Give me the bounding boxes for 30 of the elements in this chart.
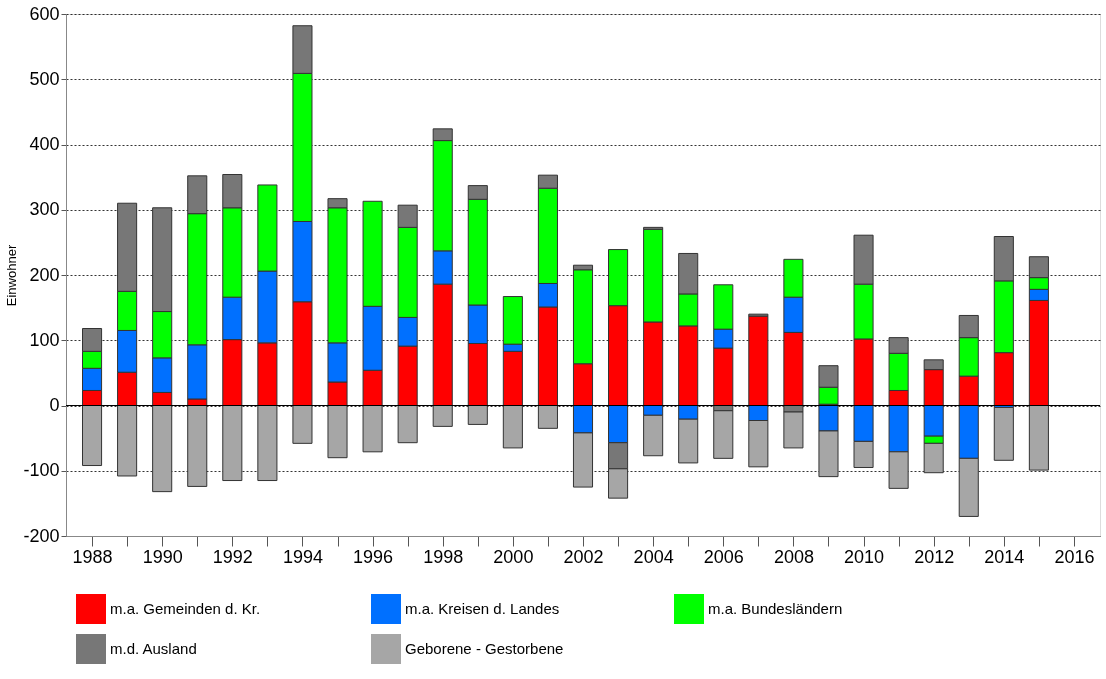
x-tick-label: 2014 bbox=[984, 546, 1025, 567]
legend-label: m.a. Kreisen d. Landes bbox=[405, 600, 560, 617]
y-tick-label: 500 bbox=[29, 68, 60, 89]
x-tick-label: 2004 bbox=[633, 546, 674, 567]
x-tick-label: 2010 bbox=[844, 546, 885, 567]
x-tick-label: 1990 bbox=[142, 546, 183, 567]
x-tick-label: 1996 bbox=[353, 546, 394, 567]
y-tick-label: 300 bbox=[29, 199, 60, 220]
legend-label: m.a. Bundesländern bbox=[708, 600, 843, 617]
y-tick-label: 100 bbox=[29, 329, 60, 350]
y-tick-label: 600 bbox=[29, 3, 60, 24]
legend-label: m.d. Ausland bbox=[110, 640, 197, 657]
legend-label: Geborene - Gestorbene bbox=[405, 640, 564, 657]
y-tick-label: -100 bbox=[23, 460, 60, 481]
y-axis-title: Einwohner bbox=[4, 244, 20, 307]
x-tick-label: 2002 bbox=[563, 546, 604, 567]
x-tick-label: 2006 bbox=[703, 546, 744, 567]
x-tick-label: 2000 bbox=[493, 546, 534, 567]
x-tick-label: 1988 bbox=[72, 546, 113, 567]
y-tick-label: 0 bbox=[49, 395, 60, 415]
x-tick-label: 1998 bbox=[423, 546, 464, 567]
y-tick-label: -200 bbox=[23, 525, 60, 546]
y-tick-label: 200 bbox=[29, 264, 60, 285]
legend-label: m.a. Gemeinden d. Kr. bbox=[110, 600, 261, 617]
y-tick-label: 400 bbox=[29, 134, 60, 154]
x-tick-label: 2008 bbox=[773, 546, 814, 567]
x-tick-label: 1992 bbox=[212, 546, 253, 567]
x-tick-label: 2016 bbox=[1054, 546, 1095, 567]
x-tick-label: 1994 bbox=[282, 546, 323, 567]
x-tick-label: 2012 bbox=[914, 546, 955, 567]
